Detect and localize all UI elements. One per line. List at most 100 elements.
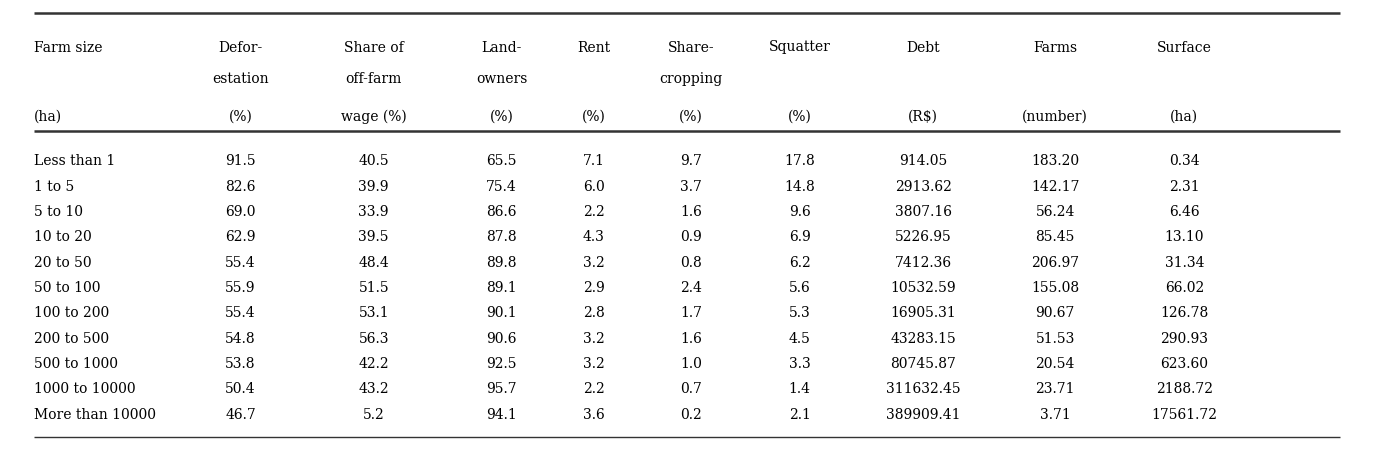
Text: (%): (%) <box>581 110 606 124</box>
Text: 20.54: 20.54 <box>1036 357 1074 371</box>
Text: 53.1: 53.1 <box>359 306 389 320</box>
Text: 16905.31: 16905.31 <box>890 306 956 320</box>
Text: 3.3: 3.3 <box>789 357 811 371</box>
Text: 90.6: 90.6 <box>486 332 517 346</box>
Text: (ha): (ha) <box>34 110 62 124</box>
Text: 0.9: 0.9 <box>680 230 702 244</box>
Text: 0.34: 0.34 <box>1169 154 1200 168</box>
Text: 92.5: 92.5 <box>486 357 517 371</box>
Text: 40.5: 40.5 <box>359 154 389 168</box>
Text: 54.8: 54.8 <box>225 332 256 346</box>
Text: 9.6: 9.6 <box>789 205 811 219</box>
Text: 206.97: 206.97 <box>1030 256 1080 270</box>
Text: 85.45: 85.45 <box>1036 230 1074 244</box>
Text: 48.4: 48.4 <box>359 256 389 270</box>
Text: 142.17: 142.17 <box>1030 180 1080 194</box>
Text: 623.60: 623.60 <box>1161 357 1208 371</box>
Text: 9.7: 9.7 <box>680 154 702 168</box>
Text: Share-: Share- <box>668 40 714 54</box>
Text: 6.2: 6.2 <box>789 256 811 270</box>
Text: 53.8: 53.8 <box>225 357 256 371</box>
Text: 2188.72: 2188.72 <box>1156 382 1213 396</box>
Text: Defor-: Defor- <box>218 40 262 54</box>
Text: 91.5: 91.5 <box>225 154 256 168</box>
Text: 39.9: 39.9 <box>359 180 389 194</box>
Text: 51.53: 51.53 <box>1036 332 1074 346</box>
Text: 1.6: 1.6 <box>680 205 702 219</box>
Text: Share of: Share of <box>344 40 404 54</box>
Text: (ha): (ha) <box>1171 110 1198 124</box>
Text: Debt: Debt <box>907 40 940 54</box>
Text: 89.8: 89.8 <box>486 256 517 270</box>
Text: 3807.16: 3807.16 <box>894 205 952 219</box>
Text: 95.7: 95.7 <box>486 382 517 396</box>
Text: 3.6: 3.6 <box>583 408 605 422</box>
Text: 2.2: 2.2 <box>583 205 605 219</box>
Text: 56.3: 56.3 <box>359 332 389 346</box>
Text: 89.1: 89.1 <box>486 281 517 295</box>
Text: (%): (%) <box>228 110 253 124</box>
Text: 500 to 1000: 500 to 1000 <box>34 357 118 371</box>
Text: 7.1: 7.1 <box>583 154 605 168</box>
Text: 50.4: 50.4 <box>225 382 256 396</box>
Text: 155.08: 155.08 <box>1030 281 1080 295</box>
Text: 5.3: 5.3 <box>789 306 811 320</box>
Text: 2.9: 2.9 <box>583 281 605 295</box>
Text: 13.10: 13.10 <box>1165 230 1204 244</box>
Text: 46.7: 46.7 <box>225 408 256 422</box>
Text: (R$): (R$) <box>908 110 938 124</box>
Text: 1 to 5: 1 to 5 <box>34 180 74 194</box>
Text: 4.5: 4.5 <box>789 332 811 346</box>
Text: 1.7: 1.7 <box>680 306 702 320</box>
Text: 3.2: 3.2 <box>583 256 605 270</box>
Text: 86.6: 86.6 <box>486 205 517 219</box>
Text: 43.2: 43.2 <box>359 382 389 396</box>
Text: 1.6: 1.6 <box>680 332 702 346</box>
Text: 200 to 500: 200 to 500 <box>34 332 110 346</box>
Text: Surface: Surface <box>1157 40 1212 54</box>
Text: 33.9: 33.9 <box>359 205 389 219</box>
Text: off-farm: off-farm <box>345 72 403 86</box>
Text: 90.67: 90.67 <box>1036 306 1074 320</box>
Text: 17.8: 17.8 <box>785 154 815 168</box>
Text: 2.4: 2.4 <box>680 281 702 295</box>
Text: 2.8: 2.8 <box>583 306 605 320</box>
Text: 62.9: 62.9 <box>225 230 256 244</box>
Text: 914.05: 914.05 <box>899 154 948 168</box>
Text: Land-: Land- <box>481 40 522 54</box>
Text: Less than 1: Less than 1 <box>34 154 115 168</box>
Text: 42.2: 42.2 <box>359 357 389 371</box>
Text: 65.5: 65.5 <box>486 154 517 168</box>
Text: 3.71: 3.71 <box>1040 408 1070 422</box>
Text: 5.2: 5.2 <box>363 408 385 422</box>
Text: 5.6: 5.6 <box>789 281 811 295</box>
Text: (%): (%) <box>787 110 812 124</box>
Text: (%): (%) <box>679 110 703 124</box>
Text: Farm size: Farm size <box>34 40 103 54</box>
Text: 183.20: 183.20 <box>1030 154 1080 168</box>
Text: 50 to 100: 50 to 100 <box>34 281 100 295</box>
Text: 3.2: 3.2 <box>583 357 605 371</box>
Text: 31.34: 31.34 <box>1165 256 1204 270</box>
Text: 389909.41: 389909.41 <box>886 408 960 422</box>
Text: 4.3: 4.3 <box>583 230 605 244</box>
Text: 55.4: 55.4 <box>225 306 256 320</box>
Text: 2.2: 2.2 <box>583 382 605 396</box>
Text: 126.78: 126.78 <box>1160 306 1209 320</box>
Text: 14.8: 14.8 <box>785 180 815 194</box>
Text: 1.4: 1.4 <box>789 382 811 396</box>
Text: 7412.36: 7412.36 <box>894 256 952 270</box>
Text: 6.0: 6.0 <box>583 180 605 194</box>
Text: 100 to 200: 100 to 200 <box>34 306 110 320</box>
Text: (%): (%) <box>489 110 514 124</box>
Text: owners: owners <box>475 72 528 86</box>
Text: 2.31: 2.31 <box>1169 180 1200 194</box>
Text: 290.93: 290.93 <box>1161 332 1208 346</box>
Text: 55.9: 55.9 <box>225 281 256 295</box>
Text: wage (%): wage (%) <box>341 110 407 124</box>
Text: Squatter: Squatter <box>768 40 831 54</box>
Text: Farms: Farms <box>1033 40 1077 54</box>
Text: 56.24: 56.24 <box>1036 205 1074 219</box>
Text: 55.4: 55.4 <box>225 256 256 270</box>
Text: cropping: cropping <box>660 72 723 86</box>
